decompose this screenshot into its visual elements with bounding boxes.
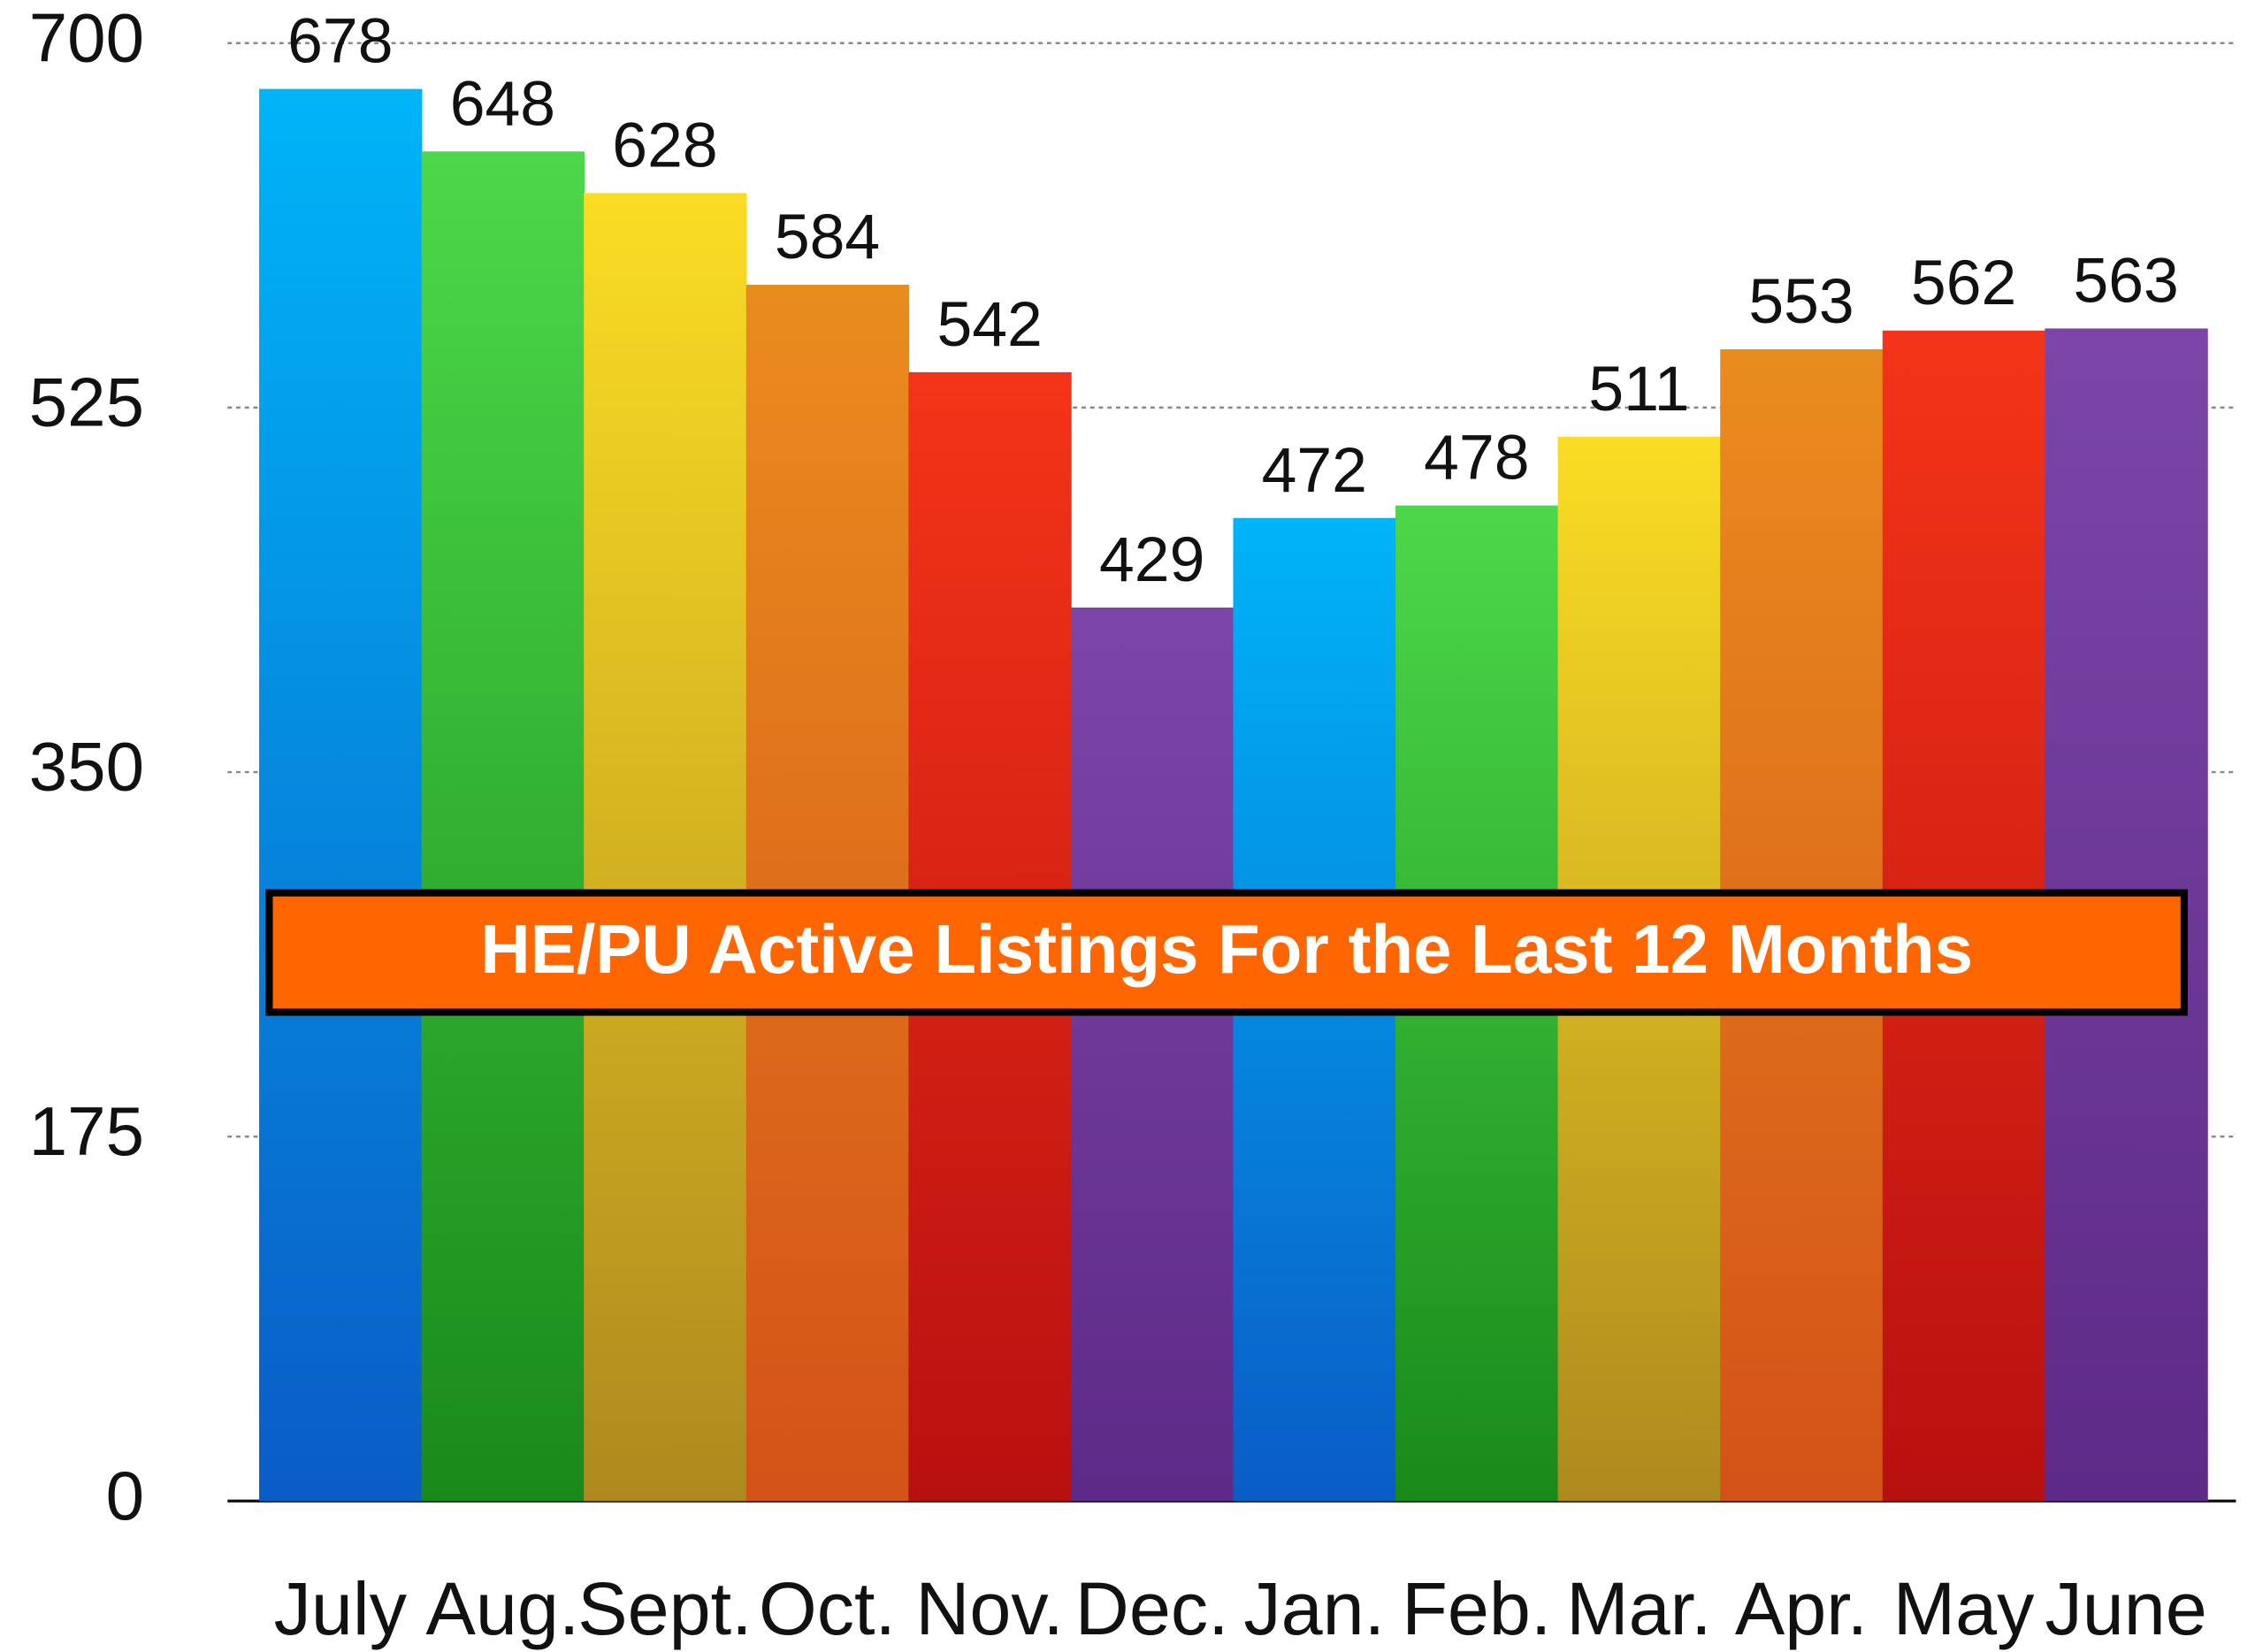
x-tick-label: Jan. — [1243, 1566, 1385, 1650]
x-tick-label: Mar. — [1566, 1566, 1711, 1650]
x-tick-label: July — [274, 1566, 408, 1650]
y-tick-label: 175 — [29, 1092, 144, 1170]
data-label: 628 — [612, 110, 717, 180]
x-tick-label: Dec. — [1075, 1566, 1229, 1650]
data-label: 678 — [287, 6, 393, 77]
data-label: 562 — [1911, 248, 2016, 318]
x-tick-label: Aug. — [425, 1566, 579, 1650]
x-tick-label: May — [1893, 1566, 2035, 1650]
data-label: 648 — [450, 68, 555, 139]
data-label: 511 — [1588, 354, 1689, 424]
x-tick-label: Nov. — [915, 1566, 1064, 1650]
data-label: 553 — [1748, 266, 1854, 337]
x-tick-label: Feb. — [1402, 1566, 1551, 1650]
data-label: 478 — [1424, 423, 1529, 493]
title-box — [265, 889, 2188, 1016]
data-label: 472 — [1262, 435, 1367, 506]
y-tick-label: 700 — [29, 0, 144, 76]
y-tick-label: 350 — [29, 728, 144, 806]
x-tick-label: Apr. — [1735, 1566, 1868, 1650]
bar — [421, 151, 585, 1502]
data-label: 563 — [2073, 246, 2178, 317]
x-tick-label: Oct. — [759, 1566, 896, 1650]
data-label: 584 — [775, 202, 880, 272]
bar — [584, 193, 747, 1502]
data-label: 542 — [936, 289, 1042, 360]
bar — [259, 88, 423, 1502]
y-tick-label: 0 — [106, 1457, 144, 1534]
bar — [1070, 607, 1235, 1502]
x-tick-label: Sept. — [577, 1566, 752, 1650]
x-tick-label: June — [2045, 1566, 2207, 1650]
data-label: 429 — [1099, 524, 1204, 595]
chart-title: HE/PU Active Listings For the Last 12 Mo… — [480, 910, 1973, 988]
y-tick-label: 525 — [29, 363, 144, 441]
